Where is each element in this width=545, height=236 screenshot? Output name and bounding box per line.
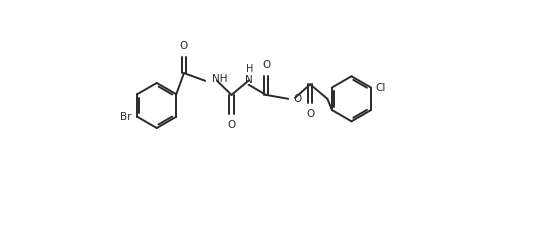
Text: Br: Br	[120, 112, 132, 122]
Text: NH: NH	[212, 74, 227, 84]
Text: O: O	[293, 94, 301, 104]
Text: H: H	[246, 63, 253, 74]
Text: O: O	[306, 109, 314, 119]
Text: O: O	[180, 41, 188, 51]
Text: O: O	[227, 120, 235, 130]
Text: O: O	[262, 60, 270, 70]
Text: Cl: Cl	[376, 83, 386, 93]
Text: N: N	[245, 75, 253, 85]
